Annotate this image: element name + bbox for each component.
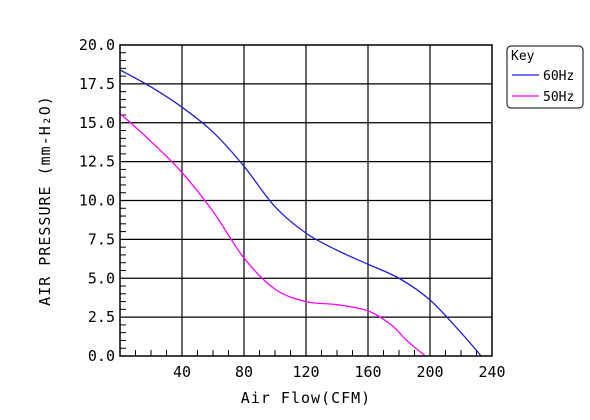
x-tick-label: 200 (416, 363, 443, 381)
y-axis-title: AIR PRESSURE (mm-H₂O) (36, 95, 54, 306)
legend-title: Key (511, 49, 535, 64)
legend-label-50hz: 50Hz (543, 90, 574, 105)
y-tick-label: 17.5 (79, 75, 115, 93)
series-line-50hz (119, 112, 426, 357)
y-tick-label: 0.0 (88, 347, 115, 365)
legend: Key 60Hz 50Hz (506, 45, 584, 109)
tick-labels: 40 80 120 160 200 240 0.0 2.5 5.0 7.5 10.0 12.5 15.0… (79, 36, 506, 381)
x-axis-title: Air Flow(CFM) (241, 389, 371, 407)
x-tick-label: 160 (354, 363, 381, 381)
x-tick-label: 120 (292, 363, 319, 381)
plot-frame (119, 44, 493, 357)
x-tick-label: 240 (478, 363, 505, 381)
y-tick-label: 5.0 (88, 269, 115, 287)
legend-label-60hz: 60Hz (543, 69, 574, 84)
y-tick-label: 2.5 (88, 308, 115, 326)
y-tick-label: 15.0 (79, 114, 115, 132)
legend-box (506, 45, 584, 109)
y-tick-label: 20.0 (79, 36, 115, 54)
x-tick-label: 40 (173, 363, 191, 381)
legend-items: 60Hz 50Hz (512, 69, 574, 105)
x-tick-label: 80 (235, 363, 253, 381)
grid (120, 45, 492, 356)
series-lines (119, 69, 482, 357)
y-tick-label: 10.0 (79, 192, 115, 210)
y-tick-label: 12.5 (79, 153, 115, 171)
series-line-60hz (119, 69, 482, 357)
y-tick-label: 7.5 (88, 230, 115, 248)
